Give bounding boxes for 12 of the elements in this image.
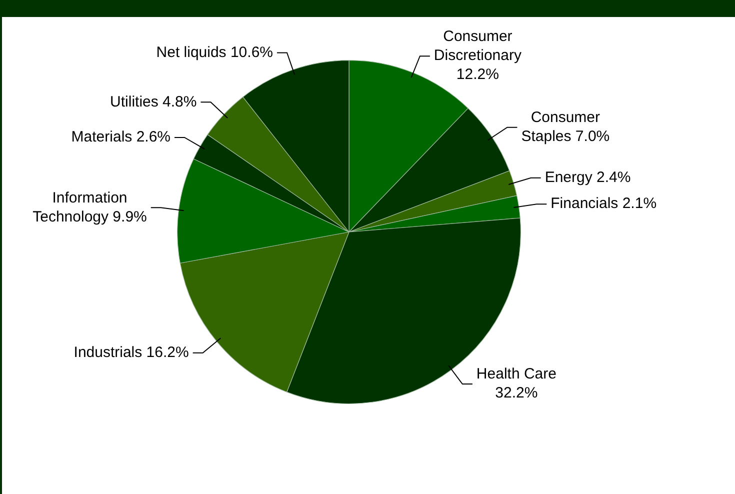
- slice-label: Health Care: [476, 366, 556, 383]
- data-label: 12.2%: [456, 66, 499, 84]
- slice-label: Industrials 16.2%: [74, 344, 189, 362]
- slice-label: Consumer Discretionary: [434, 28, 522, 64]
- slice-label: Energy 2.4%: [544, 169, 631, 186]
- slice-label: Financials 2.1%: [550, 195, 657, 212]
- slice-label: Consumer Staples 7.0%: [521, 108, 610, 145]
- data-label: 32.2%: [495, 384, 538, 402]
- slice-label: Utilities 4.8%: [110, 93, 197, 110]
- slice-label: Net liquids 10.6%: [156, 44, 273, 61]
- slice-label: Materials 2.6%: [71, 128, 171, 146]
- slice-label: Information Technology 9.9%: [32, 189, 147, 226]
